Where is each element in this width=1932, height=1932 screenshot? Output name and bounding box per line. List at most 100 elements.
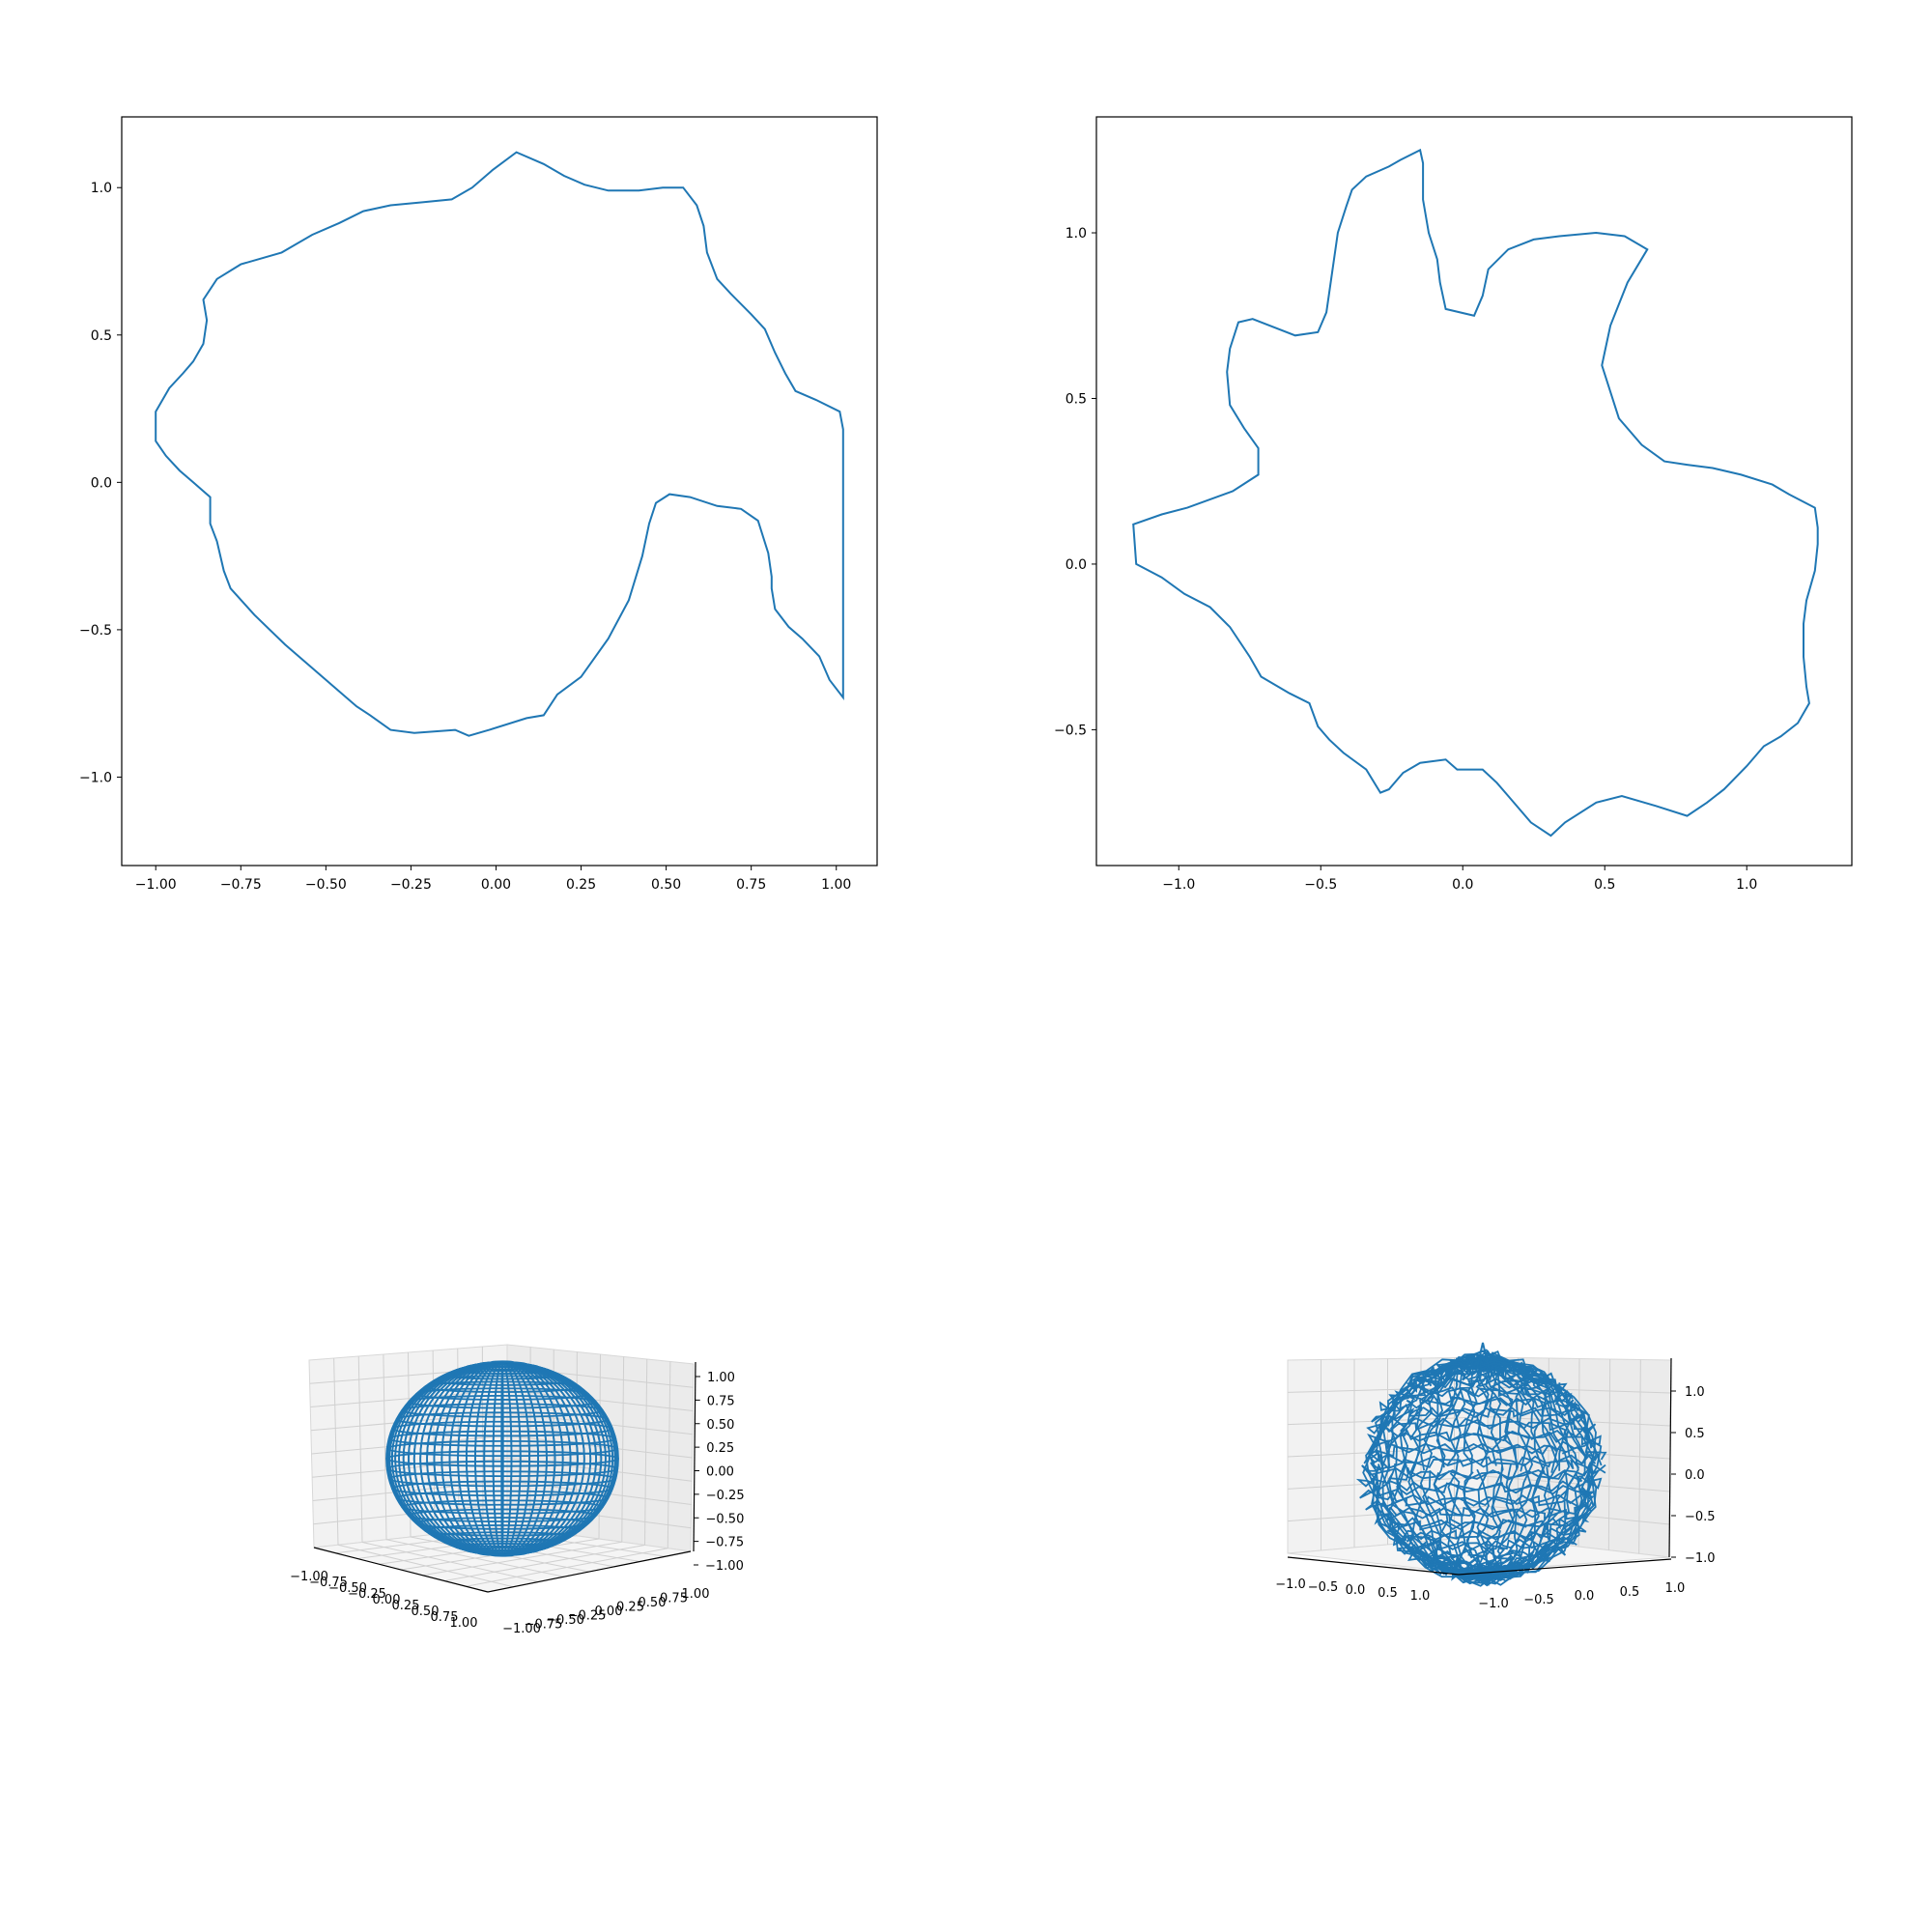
bottom-left-z-tick-label: −1.00 [705,1559,744,1574]
bottom-left-z-tick-label: −0.75 [705,1536,744,1550]
bottom-right-3d-chart: −1.0 −0.5 0.0 0.5 1.0 −1.0 −0.5 0.0 0.5 1.0 1.00… [1275,1342,1716,1611]
bottom-left-z-tick-label: 0.25 [706,1441,734,1456]
bottom-right-meridian [1362,1349,1603,1585]
bottom-right-meridian [1447,1358,1518,1578]
top-left-y-tick-label: 0.5 [91,328,112,344]
bottom-left-wireframe [385,1360,619,1557]
top-right-x-tick-label: 0.5 [1594,877,1615,893]
bottom-right-meridian [1365,1353,1603,1586]
bottom-left-y-ticks: −1.00−0.75−0.50−0.250.000.250.500.751.00 [502,1587,709,1636]
top-left-x-tick-label: −0.75 [220,877,262,893]
top-left-x-tick-label: −0.50 [305,877,347,893]
bottom-right-latitude-ring [1367,1431,1602,1455]
top-left-y-tick-label: 0.0 [91,475,112,491]
bottom-right-z-tick-label: −1.0 [1685,1551,1716,1566]
bottom-right-y-ticks: −1.0 −0.5 0.0 0.5 1.0 [1478,1581,1685,1611]
top-left-x-tick-label: 1.00 [821,877,851,893]
bottom-left-z-tick-label: 0.00 [706,1465,734,1480]
bottom-right-latitude-ring [1365,1494,1593,1519]
bottom-left-grid-line [667,1361,671,1548]
bottom-right-x-tick-label: 0.0 [1346,1583,1366,1598]
top-right-x-tick-label: −0.5 [1304,877,1337,893]
top-right-y-tick-label: −0.5 [1054,723,1087,738]
top-left-x-tick-label: 0.25 [566,877,596,893]
bottom-right-z-ticks: 1.0 0.5 0.0 −0.5 −1.0 [1671,1385,1716,1566]
bottom-left-grid-line [443,1545,645,1581]
bottom-left-grid-line [422,1541,622,1577]
bottom-right-meridian [1377,1351,1586,1585]
bottom-left-x-tick-label: 0.50 [412,1605,440,1619]
bottom-right-meridian [1397,1352,1571,1586]
bottom-right-y-axis-line [1458,1558,1672,1576]
bottom-right-latitude-ring [1366,1417,1597,1442]
bottom-right-x-tick-label: −0.5 [1308,1580,1339,1595]
top-right-x-tick-label: 1.0 [1736,877,1757,893]
top-left-x-tick-label: 0.00 [481,877,511,893]
bottom-left-grid-line [466,1548,668,1587]
top-left-axes-frame [121,116,878,867]
top-right-x-ticks: −1.0 −0.5 0.0 0.5 1.0 [1162,866,1757,893]
bottom-left-grid-line [621,1356,625,1543]
bottom-left-z-tick-label: 0.50 [707,1418,735,1433]
bottom-left-y-tick-label: 0.50 [639,1596,667,1610]
top-right-x-tick-label: 0.0 [1452,877,1473,893]
bottom-right-meridian [1363,1358,1598,1579]
bottom-right-z-tick-label: −0.5 [1685,1510,1716,1524]
bottom-right-x-tick-label: 0.5 [1378,1586,1398,1601]
bottom-left-x-tick-label: 0.00 [373,1593,401,1607]
top-left-x-tick-label: 0.75 [736,877,766,893]
bottom-left-x-tick-label: 0.75 [431,1610,459,1625]
top-right-chart: −1.0 −0.5 0.0 0.5 1.0 −0.5 0.0 0.5 1.0 [1054,116,1853,893]
top-right-y-ticks: −0.5 0.0 0.5 1.0 [1054,226,1096,738]
top-left-x-tick-label: 0.50 [651,877,681,893]
bottom-right-latitude-ring [1388,1385,1574,1408]
bottom-left-3d-chart: −1.00−0.75−0.50−0.250.000.250.500.751.00… [290,1344,745,1636]
bottom-left-z-tick-label: 0.75 [707,1394,735,1408]
top-left-y-tick-label: 1.0 [91,181,112,196]
top-right-y-tick-label: 0.0 [1065,557,1087,573]
bottom-left-y-tick-label: −1.00 [502,1622,541,1636]
bottom-left-x-tick-label: −1.00 [290,1570,328,1584]
bottom-left-x-ticks: −1.00−0.75−0.50−0.250.000.250.500.751.00 [290,1570,477,1631]
bottom-left-x-tick-label: 1.00 [450,1616,478,1631]
top-right-series-line [1132,148,1819,838]
top-left-chart: −1.00 −0.75 −0.50 −0.25 0.00 0.25 0.50 0.75 1.00… [79,116,878,893]
bottom-right-wireframe [1355,1342,1607,1587]
bottom-right-x-tick-label: 1.0 [1410,1589,1431,1604]
bottom-right-y-tick-label: 0.0 [1575,1589,1595,1604]
bottom-left-y-axis-line [487,1550,692,1593]
bottom-right-y-tick-label: −1.0 [1478,1597,1509,1611]
top-left-y-tick-label: −1.0 [79,770,112,785]
top-right-y-tick-label: 0.5 [1065,391,1087,407]
top-left-x-ticks: −1.00 −0.75 −0.50 −0.25 0.00 0.25 0.50 0.75 1.00 [135,866,851,893]
top-left-y-tick-label: −0.5 [79,623,112,639]
bottom-left-grid-line [644,1358,648,1546]
bottom-left-grid-line [506,1503,692,1529]
bottom-left-y-tick-label: 0.25 [616,1601,644,1615]
bottom-right-z-tick-label: 1.0 [1685,1385,1705,1400]
bottom-right-z-axis-line [1668,1357,1672,1558]
bottom-right-meridian [1463,1350,1504,1584]
bottom-left-y-tick-label: 0.75 [660,1592,688,1606]
bottom-right-latitude-ring [1371,1406,1586,1430]
bottom-left-x-tick-label: −0.75 [309,1576,348,1590]
bottom-left-z-tick-label: −0.50 [706,1512,745,1526]
top-right-y-tick-label: 1.0 [1065,226,1087,242]
bottom-left-y-tick-label: 0.00 [595,1605,623,1619]
bottom-left-x-tick-label: −0.25 [348,1587,386,1602]
top-left-x-tick-label: −0.25 [390,877,432,893]
bottom-left-x-tick-label: −0.50 [328,1581,367,1596]
bottom-right-y-tick-label: −0.5 [1523,1593,1554,1607]
bottom-right-x-ticks: −1.0 −0.5 0.0 0.5 1.0 [1275,1577,1430,1604]
bottom-left-x-axis-line [313,1547,489,1593]
top-left-y-ticks: −1.0 −0.5 0.0 0.5 1.0 [79,181,122,785]
bottom-left-meridian [385,1361,619,1556]
bottom-right-spike [1475,1342,1491,1373]
bottom-left-x-tick-label: 0.25 [392,1599,420,1613]
bottom-right-x-tick-label: −1.0 [1275,1577,1306,1592]
bottom-left-z-tick-label: −0.25 [706,1489,745,1503]
top-left-series-line [155,151,844,737]
bottom-left-y-tick-label: −0.50 [546,1613,584,1628]
